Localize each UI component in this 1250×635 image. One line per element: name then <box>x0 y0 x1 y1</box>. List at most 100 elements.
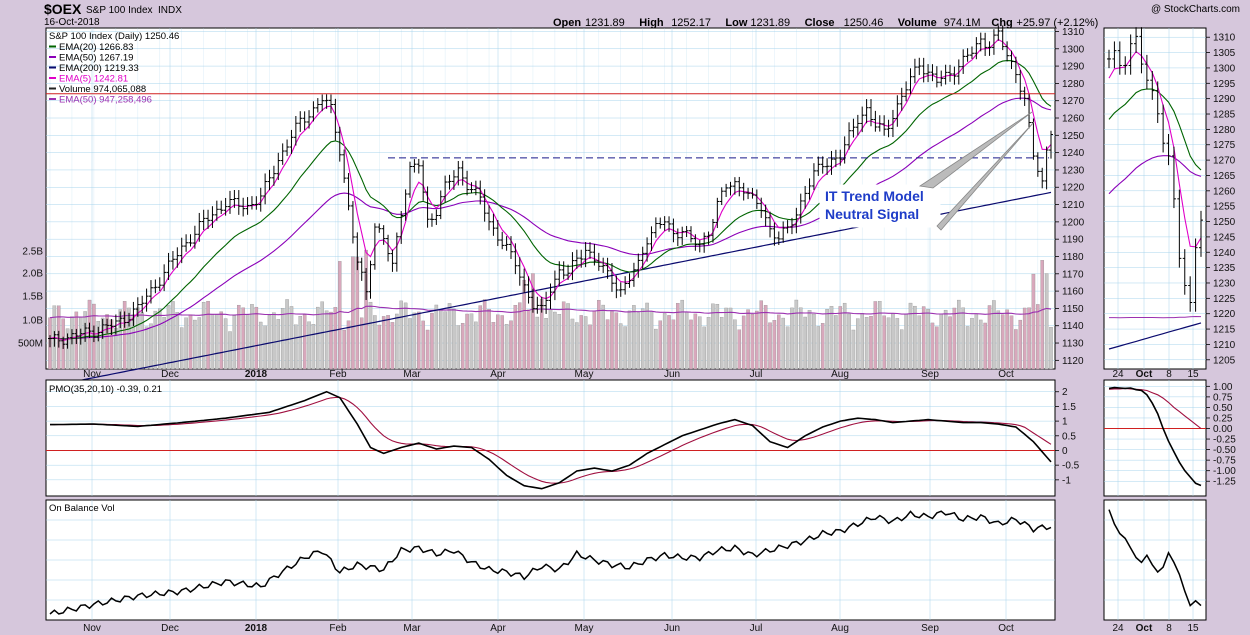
volume-bar <box>294 324 298 370</box>
volume-bar <box>280 308 285 370</box>
volume-tick-label: 500M <box>18 339 43 350</box>
volume-bar <box>965 326 970 370</box>
volume-bar <box>513 305 518 370</box>
inset-pmo-tick-label: 0.00 <box>1213 424 1233 435</box>
volume-bar <box>417 311 421 370</box>
volume-bar <box>535 316 540 370</box>
exchange: INDX <box>158 5 182 16</box>
volume-bar <box>812 313 816 370</box>
volume-bar <box>895 318 900 370</box>
index-name: S&P 100 Index <box>86 5 153 16</box>
inset-ema50-line <box>1108 155 1202 195</box>
quote-value-close: 1250.46 <box>844 17 884 29</box>
volume-bar <box>640 308 645 370</box>
volume-bar <box>215 314 219 370</box>
volume-bar <box>359 317 364 370</box>
ema20-line <box>49 60 1052 340</box>
volume-bar <box>465 313 469 370</box>
x-tick-label-obv: Nov <box>83 623 101 634</box>
volume-bar <box>790 307 794 370</box>
volume-y-axis: 500M 1.0B 1.5B 2.0B 2.5B <box>18 247 43 350</box>
volume-bar <box>886 317 891 370</box>
pmo-tick-label: -1 <box>1062 475 1071 486</box>
volume-bar <box>474 321 478 370</box>
quote-row: Open 1231.89 High 1252.17 Low 1231.89 Close 125… <box>553 17 1098 29</box>
inset-price-tick-label: 1215 <box>1213 325 1236 336</box>
volume-bar <box>719 317 724 370</box>
obv-panel: On Balance Vol <box>45 499 1056 621</box>
x-tick-label-price: Jul <box>750 369 763 380</box>
volume-bar <box>825 309 829 370</box>
volume-bar <box>746 309 750 370</box>
inset-obv-line <box>1108 509 1202 607</box>
volume-bar <box>469 313 474 370</box>
inset-price-tick-label: 1290 <box>1213 94 1236 105</box>
pmo-y-axis: -1 -0.5 0 0.5 1 1.5 2 <box>1055 387 1080 486</box>
pmo-tick-label: 0 <box>1062 446 1068 457</box>
price-tick-label: 1300 <box>1062 44 1085 55</box>
inset-ema20-line <box>1108 88 1202 171</box>
volume-bar <box>443 311 447 370</box>
price-tick-label: 1260 <box>1062 114 1085 125</box>
volume-bar <box>838 306 843 370</box>
volume-bar <box>399 300 403 370</box>
volume-bar <box>105 314 109 370</box>
volume-bar <box>500 315 504 370</box>
pmo-tick-label: 0.5 <box>1062 431 1076 442</box>
volume-bar <box>122 301 127 370</box>
volume-bar <box>987 305 992 370</box>
volume-bar <box>193 319 197 370</box>
volume-tick-label: 1.5B <box>22 292 43 303</box>
x-tick-label-obv: Jul <box>750 623 763 634</box>
volume-bar <box>957 299 961 370</box>
volume-bar <box>711 303 715 370</box>
volume-bar <box>921 306 926 370</box>
volume-bar <box>272 312 276 370</box>
volume-bar <box>364 249 368 370</box>
inset-price-tick-label: 1205 <box>1213 355 1236 366</box>
volume-bar <box>785 326 790 370</box>
volume-bar <box>610 311 614 370</box>
inset-pmo-tick-label: -0.50 <box>1213 445 1236 456</box>
volume-bar <box>658 320 663 370</box>
volume-bar <box>316 306 320 370</box>
x-tick-label-price: Nov <box>83 369 101 380</box>
volume-bar <box>662 313 667 370</box>
volume-bar <box>346 320 351 370</box>
volume-bar <box>803 316 807 370</box>
quote-label-close: Close <box>805 17 835 29</box>
volume-bar <box>381 316 386 370</box>
inset-x-tick-label-obv: 8 <box>1166 623 1172 634</box>
volume-bar <box>329 311 333 370</box>
volume-bar <box>250 304 254 370</box>
x-tick-label-price: Mar <box>403 369 421 380</box>
price-tick-label: 1160 <box>1062 287 1084 298</box>
volume-bar <box>583 316 588 370</box>
price-tick-label: 1170 <box>1062 269 1084 280</box>
inset-pmo-panel: -1.25-1.00-0.75-0.50-0.250.000.250.500.7… <box>1103 379 1236 497</box>
x-tick-label-price: Jun <box>664 369 680 380</box>
volume-bar <box>829 306 834 370</box>
x-tick-label-obv: Jun <box>664 623 680 634</box>
volume-bar <box>781 317 785 370</box>
volume-bar <box>425 329 430 370</box>
inset-x-tick-label-price: 24 <box>1112 369 1124 380</box>
volume-bar <box>979 319 983 370</box>
volume-bar <box>873 301 878 370</box>
callout-arrow-2 <box>936 121 1035 231</box>
volume-bar <box>482 299 487 370</box>
x-tick-label-obv: Oct <box>998 623 1014 634</box>
volume-bar <box>526 309 531 370</box>
volume-bar <box>219 311 223 370</box>
annotation-line-1: IT Trend Model <box>825 188 924 204</box>
legend-item: Volume 974,065,088 <box>59 84 146 95</box>
volume-bar <box>882 315 886 370</box>
volume-bar <box>974 314 979 370</box>
inset-price-tick-label: 1305 <box>1213 48 1236 59</box>
volume-bar <box>149 323 153 370</box>
inset-pmo-tick-label: -1.25 <box>1213 477 1236 488</box>
volume-bar <box>509 320 513 370</box>
volume-bar <box>917 315 922 370</box>
